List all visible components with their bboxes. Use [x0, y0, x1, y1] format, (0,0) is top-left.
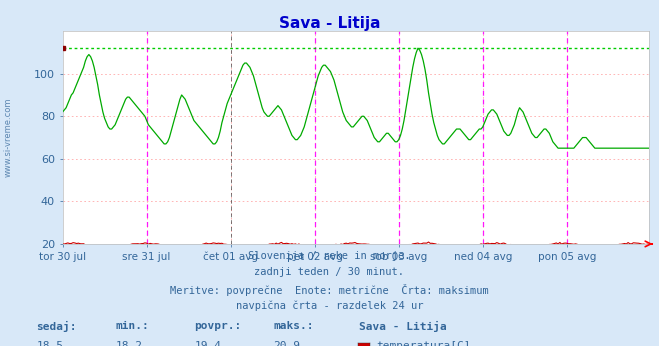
Text: 18,5: 18,5 — [36, 341, 63, 346]
Text: Slovenija / reke in morje.: Slovenija / reke in morje. — [248, 251, 411, 261]
Text: temperatura[C]: temperatura[C] — [376, 341, 471, 346]
Text: 18,2: 18,2 — [115, 341, 142, 346]
Text: povpr.:: povpr.: — [194, 321, 242, 331]
Text: Meritve: povprečne  Enote: metrične  Črta: maksimum: Meritve: povprečne Enote: metrične Črta:… — [170, 284, 489, 296]
Text: sedaj:: sedaj: — [36, 321, 76, 332]
Text: 19,4: 19,4 — [194, 341, 221, 346]
Text: www.si-vreme.com: www.si-vreme.com — [4, 98, 13, 177]
Text: min.:: min.: — [115, 321, 149, 331]
Text: navpična črta - razdelek 24 ur: navpična črta - razdelek 24 ur — [236, 301, 423, 311]
Text: Sava - Litija: Sava - Litija — [279, 16, 380, 30]
Text: maks.:: maks.: — [273, 321, 314, 331]
Text: zadnji teden / 30 minut.: zadnji teden / 30 minut. — [254, 267, 405, 277]
Text: 20,9: 20,9 — [273, 341, 301, 346]
Text: Sava - Litija: Sava - Litija — [359, 321, 447, 332]
